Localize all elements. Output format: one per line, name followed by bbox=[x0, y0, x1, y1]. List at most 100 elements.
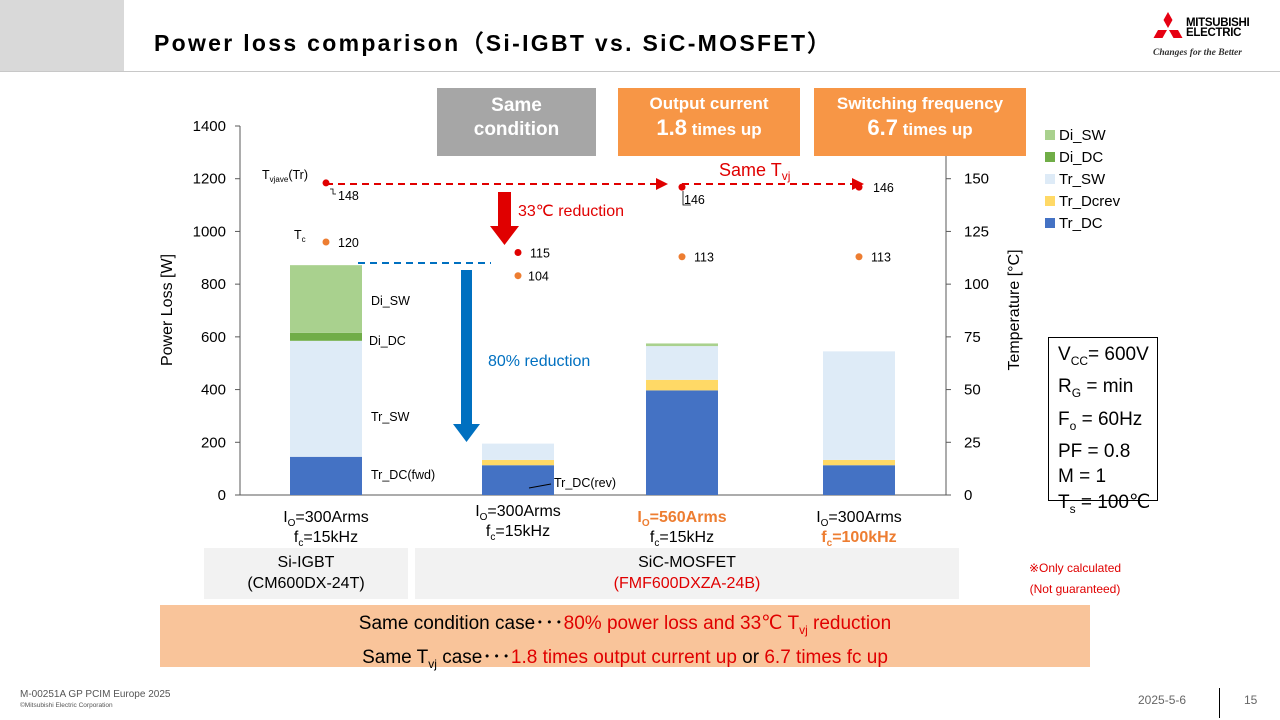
calculation-note: ※Only calculated bbox=[1028, 561, 1122, 575]
same-condition-callout: Same condition bbox=[437, 88, 596, 156]
condition-fo: Fo = 60Hz bbox=[1058, 408, 1143, 433]
bar-segment-tr-sw bbox=[646, 346, 718, 380]
category-label-current: IO=300Arms bbox=[475, 503, 561, 523]
temperature-label: 146 bbox=[873, 181, 894, 195]
temperature-point bbox=[678, 183, 686, 191]
legend-swatch bbox=[1045, 174, 1055, 184]
header-accent-block bbox=[0, 0, 124, 72]
category-label-current: IO=560Arms bbox=[637, 509, 726, 529]
segment-label: Tr_DC(fwd) bbox=[371, 468, 435, 482]
footer-date: 2025-5-6 bbox=[1138, 693, 1187, 707]
temperature-point bbox=[855, 253, 863, 261]
y2-tick-label: 0 bbox=[964, 487, 972, 504]
y2-tick-label: 50 bbox=[964, 382, 981, 399]
legend-swatch bbox=[1045, 196, 1055, 206]
mitsubishi-diamonds-icon bbox=[1153, 12, 1183, 38]
footer-separator bbox=[1219, 688, 1220, 718]
temperature-point bbox=[678, 253, 686, 261]
legend-label: Di_DC bbox=[1059, 149, 1103, 166]
callout-multiplier: 1.8 bbox=[656, 115, 687, 140]
y2-tick-label: 100 bbox=[964, 276, 989, 293]
company-logo: MITSUBISHI ELECTRIC Changes for the Bett… bbox=[1148, 12, 1276, 62]
summary-line1: Same condition case･･･80% power loss and… bbox=[358, 613, 892, 637]
tc-series-label: Tc bbox=[294, 228, 306, 244]
y-tick-label: 600 bbox=[201, 329, 226, 346]
summary-banner: Same condition case･･･80% power loss and… bbox=[160, 605, 1090, 671]
temperature-layer: 148 115 146 146 120 104 113 113 Tvjave(Tr) Tc bbox=[262, 168, 894, 284]
legend-label: Tr_Dcrev bbox=[1059, 193, 1121, 210]
y2-tick-label: 125 bbox=[964, 223, 989, 240]
bar-segment-tr-dc bbox=[823, 465, 895, 495]
bar-segment-tr-sw bbox=[290, 340, 362, 457]
summary-line2: Same Tvj case･･･1.8 times output current… bbox=[362, 646, 888, 671]
logo-wordmark: MITSUBISHI ELECTRIC bbox=[1186, 17, 1250, 39]
bar-segment-di-sw bbox=[646, 343, 718, 347]
y-tick-label: 200 bbox=[201, 434, 226, 451]
y2-tick-label: 25 bbox=[964, 434, 981, 451]
condition-vcc: VCC= 600V bbox=[1058, 344, 1149, 368]
condition-ts: Ts = 100℃ bbox=[1058, 491, 1151, 516]
loss-reduction-arrow bbox=[453, 270, 480, 442]
bar-segment-tr-sw bbox=[482, 443, 554, 460]
condition-m: M = 1 bbox=[1058, 466, 1107, 488]
category-label-current: IO=300Arms bbox=[816, 509, 902, 529]
segment-label: Di_DC bbox=[369, 334, 406, 348]
bar-segment-tr-dc bbox=[290, 456, 362, 495]
callout-line1: Switching frequency bbox=[836, 94, 1004, 113]
y2-tick-label: 75 bbox=[964, 329, 981, 346]
temperature-point bbox=[322, 238, 330, 246]
output-current-callout: Output current 1.8 times up bbox=[618, 88, 800, 156]
temperature-point bbox=[514, 249, 522, 257]
footer-document-info: M-00251A GP PCIM Europe 2025 ©Mitsubishi… bbox=[20, 689, 170, 711]
footer-doc-id: M-00251A GP PCIM Europe 2025 bbox=[20, 689, 171, 700]
logo-line2: ELECTRIC bbox=[1186, 27, 1242, 39]
y-tick-label: 0 bbox=[218, 487, 226, 504]
segment-label: Tr_DC(rev) bbox=[554, 476, 616, 490]
legend-label: Tr_DC bbox=[1059, 215, 1103, 232]
temperature-reduction-label: 33℃ reduction bbox=[518, 203, 624, 220]
temperature-reduction-arrow bbox=[490, 192, 519, 245]
callout-suffix: times up bbox=[686, 120, 762, 139]
logo-tagline: Changes for the Better bbox=[1153, 48, 1242, 58]
temperature-point bbox=[855, 183, 863, 191]
legend-label: Di_SW bbox=[1059, 127, 1107, 144]
bar-segment-tr-dcrev bbox=[482, 459, 554, 466]
condition-rg: RG = min bbox=[1058, 376, 1134, 401]
temperature-leader-line bbox=[330, 188, 336, 195]
group-device-type: SiC-MOSFET bbox=[638, 554, 736, 571]
temperature-label: 148 bbox=[338, 189, 359, 203]
header-divider bbox=[0, 71, 1280, 72]
legend-swatch bbox=[1045, 218, 1055, 228]
bars-layer: IO=300Armsfc=15kHzIO=300Armsfc=15kHzIO=5… bbox=[283, 265, 902, 549]
legend-label: Tr_SW bbox=[1059, 171, 1106, 188]
legend-swatch bbox=[1045, 130, 1055, 140]
temperature-label: 146 bbox=[684, 193, 705, 207]
temperature-leader-line bbox=[682, 191, 691, 206]
guarantee-note: (Not guaranteed) bbox=[1029, 582, 1121, 596]
segment-label: Di_SW bbox=[371, 294, 410, 308]
bar-segment-di-sw bbox=[290, 265, 362, 333]
axes-layer: 0 200 400 600 800 1000 1200 1400 0 25 50 75 100 125 15… bbox=[159, 118, 1023, 504]
si-igbt-group-label: Si-IGBT (CM600DX-24T) bbox=[204, 548, 408, 599]
legend-swatch bbox=[1045, 152, 1055, 162]
bar-segment-tr-dc bbox=[482, 465, 554, 495]
page-number: 15 bbox=[1244, 693, 1258, 707]
bar-segment-tr-sw bbox=[823, 351, 895, 460]
conditions-box: VCC= 600V RG = min Fo = 60Hz PF = 0.8 M … bbox=[1048, 337, 1158, 516]
category-label-frequency: fc=15kHz bbox=[486, 523, 550, 543]
condition-pf: PF = 0.8 bbox=[1058, 440, 1131, 462]
y2-axis-title: Temperature [°C] bbox=[1006, 249, 1023, 370]
temperature-label: 113 bbox=[694, 251, 714, 265]
same-tvj-arrowhead-1 bbox=[656, 178, 668, 190]
sic-mosfet-group-label: SiC-MOSFET (FMF600DXZA-24B) bbox=[415, 548, 959, 599]
segment-leader-line bbox=[528, 483, 552, 489]
callout-line1: Same bbox=[491, 95, 542, 116]
switching-frequency-callout: Switching frequency 6.7 times up bbox=[814, 88, 1026, 156]
temperature-point bbox=[514, 272, 522, 280]
bar-segment-di-dc bbox=[290, 332, 362, 341]
y-tick-label: 1400 bbox=[193, 118, 226, 135]
y-tick-label: 1000 bbox=[193, 223, 226, 240]
category-label-frequency: fc=100kHz bbox=[821, 529, 896, 549]
page-title: Power loss comparison（Si-IGBT vs. SiC-MO… bbox=[154, 30, 833, 56]
